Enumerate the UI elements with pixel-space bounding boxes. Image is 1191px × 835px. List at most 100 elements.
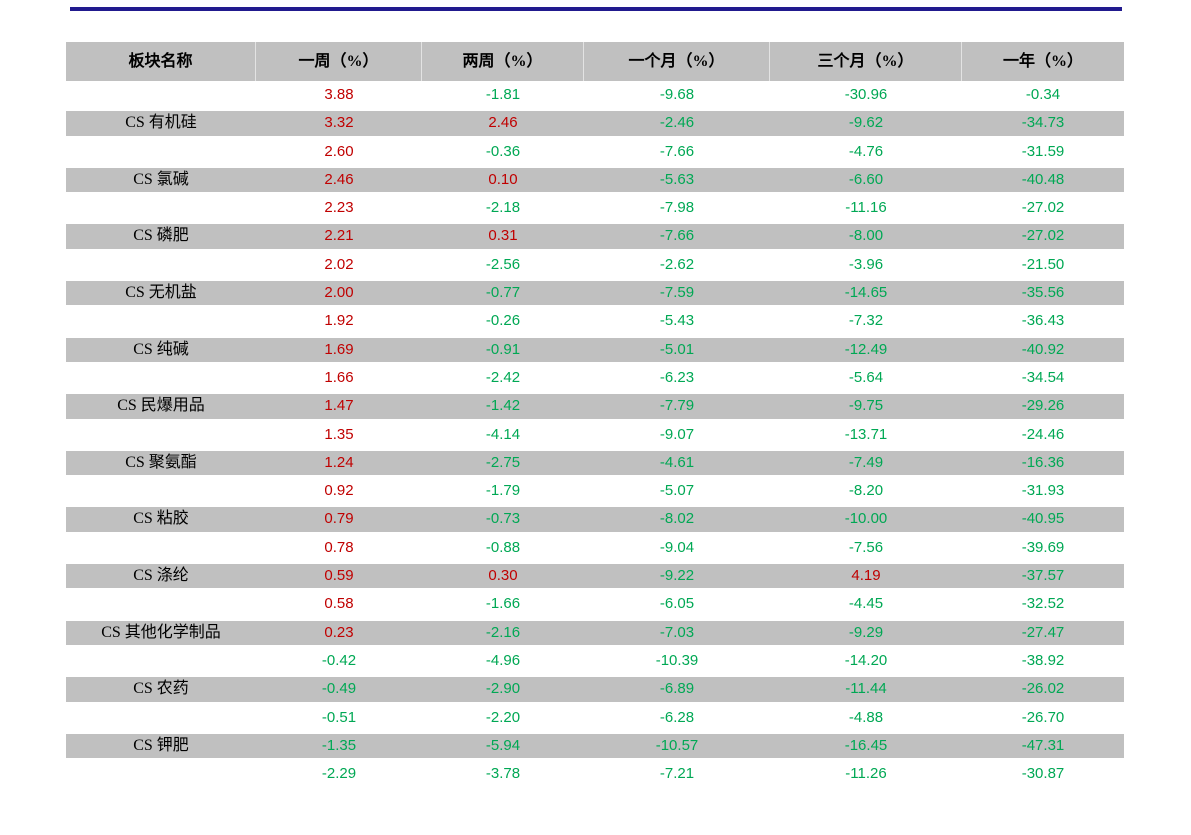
table-row: -2.29 -3.78 -7.21 -11.26 -30.87 — [66, 760, 1124, 788]
value-cell: -0.51 — [321, 708, 357, 726]
value-cell: 3.32 — [324, 114, 354, 132]
sector-name-cell: CS 粘胶 — [133, 510, 189, 528]
value-cell: 0.23 — [324, 623, 354, 641]
table-row: CS 民爆用品 1.47 -1.42 -7.79 -9.75 -29.26 — [66, 392, 1124, 421]
value-cell: -7.79 — [659, 397, 695, 415]
value-cell: -27.47 — [1021, 623, 1065, 641]
value-cell: -2.62 — [659, 255, 695, 273]
value-cell: 0.92 — [324, 482, 354, 500]
value-cell: 1.47 — [324, 397, 354, 415]
sector-name-cell — [66, 81, 256, 109]
table-row: 2.23 -2.18 -7.98 -11.16 -27.02 — [66, 194, 1124, 222]
value-cell: -0.91 — [485, 340, 521, 358]
value-cell: -9.75 — [848, 397, 884, 415]
value-cell: -4.45 — [848, 595, 884, 613]
value-cell: -47.31 — [1021, 736, 1065, 754]
value-cell: -2.75 — [485, 453, 521, 471]
value-cell: -6.60 — [848, 170, 884, 188]
value-cell: -7.98 — [659, 199, 695, 217]
value-cell: -5.07 — [659, 482, 695, 500]
table-row: CS 有机硅 3.32 2.46 -2.46 -9.62 -34.73 — [66, 109, 1124, 138]
value-cell: -2.29 — [321, 765, 357, 783]
sector-name-cell: CS 有机硅 — [125, 114, 197, 132]
value-cell: -4.88 — [848, 708, 884, 726]
value-cell: -2.18 — [485, 199, 521, 217]
value-cell: 2.46 — [324, 170, 354, 188]
value-cell: -2.46 — [659, 114, 695, 132]
value-cell: -2.16 — [485, 623, 521, 641]
value-cell: 1.24 — [324, 453, 354, 471]
value-cell: -30.87 — [1021, 765, 1065, 783]
table-row: CS 聚氨酯 1.24 -2.75 -4.61 -7.49 -16.36 — [66, 448, 1124, 478]
value-cell: -26.70 — [1021, 708, 1065, 726]
value-cell: -7.03 — [659, 623, 695, 641]
value-cell: -1.42 — [485, 397, 521, 415]
value-cell: -1.79 — [485, 482, 521, 500]
sector-name-cell — [66, 704, 256, 732]
value-cell: -5.64 — [848, 368, 884, 386]
value-cell: -30.96 — [844, 86, 888, 103]
value-cell: -9.62 — [848, 114, 884, 132]
value-cell: -8.00 — [848, 227, 884, 245]
value-cell: -0.73 — [485, 510, 521, 528]
table-row: CS 农药 -0.49 -2.90 -6.89 -11.44 -26.02 — [66, 675, 1124, 704]
table-row: -0.51 -2.20 -6.28 -4.88 -26.70 — [66, 704, 1124, 732]
table-row: CS 其他化学制品 0.23 -2.16 -7.03 -9.29 -27.47 — [66, 618, 1124, 647]
value-cell: -14.65 — [844, 284, 888, 302]
value-cell: -12.49 — [844, 340, 888, 358]
sector-name-cell — [66, 364, 256, 392]
value-cell: -2.42 — [485, 368, 521, 386]
sector-name-cell — [66, 194, 256, 222]
value-cell: -2.56 — [485, 255, 521, 273]
value-cell: -32.52 — [1021, 595, 1065, 613]
value-cell: -0.34 — [1025, 86, 1061, 103]
sector-name-cell — [66, 760, 256, 788]
value-cell: -16.45 — [844, 736, 888, 754]
value-cell: -3.78 — [485, 765, 521, 783]
value-cell: -34.73 — [1021, 114, 1065, 132]
sector-name-cell — [66, 307, 256, 335]
value-cell: 2.00 — [324, 284, 354, 302]
value-cell: 4.19 — [851, 567, 881, 585]
sector-name-cell — [66, 534, 256, 562]
value-cell: -9.29 — [848, 623, 884, 641]
value-cell: -9.68 — [659, 86, 695, 103]
value-cell: -6.23 — [659, 368, 695, 386]
column-header-one-year: 一年（%） — [1002, 53, 1083, 70]
value-cell: -7.32 — [848, 312, 884, 330]
sector-name-cell: CS 磷肥 — [133, 227, 189, 245]
value-cell: -21.50 — [1021, 255, 1065, 273]
table-row: CS 无机盐 2.00 -0.77 -7.59 -14.65 -35.56 — [66, 279, 1124, 308]
sector-name-cell — [66, 421, 256, 449]
value-cell: -11.44 — [845, 680, 887, 698]
sector-name-cell: CS 纯碱 — [133, 340, 189, 358]
table-row: 2.60 -0.36 -7.66 -4.76 -31.59 — [66, 138, 1124, 166]
table-row: CS 氯碱 2.46 0.10 -5.63 -6.60 -40.48 — [66, 165, 1124, 195]
value-cell: -0.88 — [485, 538, 521, 556]
value-cell: -24.46 — [1021, 425, 1065, 443]
sector-name-cell — [66, 590, 256, 618]
table-row: CS 磷肥 2.21 0.31 -7.66 -8.00 -27.02 — [66, 222, 1124, 251]
column-header-one-month: 一个月（%） — [584, 42, 770, 81]
value-cell: -26.02 — [1021, 680, 1065, 698]
value-cell: -40.95 — [1021, 510, 1065, 528]
value-cell: 0.58 — [324, 595, 354, 613]
value-cell: -27.02 — [1021, 199, 1065, 217]
table-row: 0.92 -1.79 -5.07 -8.20 -31.93 — [66, 477, 1124, 505]
table-header: 板块名称 一周（%） 两周（%） 一个月（%） 三个月（%） 一年（%） — [66, 42, 1124, 81]
value-cell: 2.46 — [488, 114, 518, 132]
value-cell: -7.21 — [659, 765, 695, 783]
value-cell: -7.49 — [848, 453, 884, 471]
value-cell: -7.59 — [659, 284, 695, 302]
value-cell: -0.26 — [485, 312, 521, 330]
value-cell: -4.14 — [485, 425, 521, 443]
value-cell: 0.10 — [488, 170, 518, 188]
sector-name-cell — [66, 138, 256, 166]
value-cell: -1.66 — [485, 595, 521, 613]
table-row: CS 涤纶 0.59 0.30 -9.22 4.19 -37.57 — [66, 562, 1124, 591]
value-cell: -9.07 — [659, 425, 695, 443]
value-cell: 0.78 — [324, 538, 354, 556]
sector-name-cell: CS 民爆用品 — [117, 397, 205, 415]
value-cell: -11.16 — [845, 199, 887, 217]
